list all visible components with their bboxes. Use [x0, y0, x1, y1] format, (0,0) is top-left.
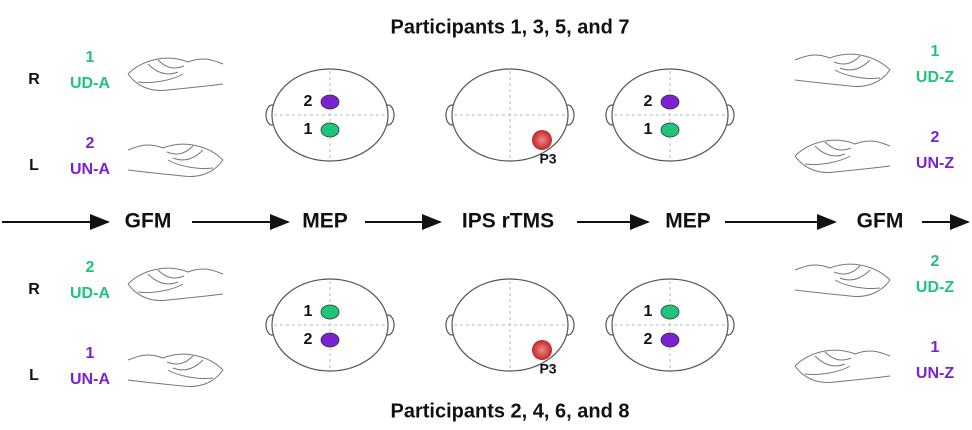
task-label: UD-A	[70, 75, 110, 92]
target-number: 1	[644, 121, 653, 138]
target-number: 2	[304, 331, 313, 348]
target-dot	[321, 305, 339, 319]
target-number: 2	[644, 93, 653, 110]
top-title: Participants 1, 3, 5, and 7	[391, 16, 630, 38]
stim-site	[532, 130, 552, 150]
flow-step: MEP	[302, 210, 348, 233]
hand-drawing	[795, 140, 890, 172]
flow-row: GFM MEP IPS rTMS MEP GFM	[2, 210, 968, 233]
diagram: Participants 1, 3, 5, and 7 Participants…	[0, 0, 972, 430]
task-label: UN-Z	[916, 155, 954, 172]
bottom-section: R 2 UD-A 2 UD-Z L 1 UN-A 1 UN-Z 1 2 1 2 P3	[28, 253, 954, 388]
hand-number: 1	[86, 345, 95, 362]
target-number: 1	[304, 121, 313, 138]
flow-step: GFM	[857, 210, 904, 233]
hand-drawing	[795, 264, 890, 296]
stim-site	[532, 340, 552, 360]
target-dot	[661, 123, 679, 137]
task-label: UD-Z	[916, 69, 954, 86]
target-number: 1	[644, 303, 653, 320]
hand-number: 2	[931, 253, 940, 270]
hand-side: L	[29, 367, 39, 384]
target-dot	[661, 333, 679, 347]
hand-number: 2	[931, 129, 940, 146]
hand-drawing	[128, 58, 223, 90]
hand-side: R	[28, 281, 40, 298]
target-number: 2	[644, 331, 653, 348]
hand-drawing	[795, 350, 890, 382]
hand-side: R	[28, 71, 40, 88]
hand-number: 1	[86, 49, 95, 66]
hand-number: 1	[931, 339, 940, 356]
hand-number: 2	[86, 259, 95, 276]
flow-step: IPS rTMS	[462, 210, 554, 233]
task-label: UN-A	[70, 371, 110, 388]
flow-step: GFM	[125, 210, 172, 233]
top-section: R 1 UD-A 1 UD-Z L 2 UN-A 2 UN-Z 2 1 2 1 P3	[28, 43, 954, 178]
target-dot	[321, 95, 339, 109]
hand-drawing	[795, 54, 890, 86]
site-label: P3	[539, 361, 556, 377]
hand-number: 1	[931, 43, 940, 60]
target-dot	[661, 305, 679, 319]
target-dot	[321, 333, 339, 347]
hand-drawing	[128, 354, 223, 386]
flow-step: MEP	[665, 210, 711, 233]
target-number: 1	[304, 303, 313, 320]
task-label: UN-A	[70, 161, 110, 178]
target-number: 2	[304, 93, 313, 110]
hand-side: L	[29, 157, 39, 174]
hand-drawing	[128, 144, 223, 176]
task-label: UD-Z	[916, 279, 954, 296]
task-label: UN-Z	[916, 365, 954, 382]
site-label: P3	[539, 151, 556, 167]
target-dot	[661, 95, 679, 109]
hand-number: 2	[86, 135, 95, 152]
bottom-title: Participants 2, 4, 6, and 8	[391, 400, 630, 422]
hand-drawing	[128, 268, 223, 300]
task-label: UD-A	[70, 285, 110, 302]
target-dot	[321, 123, 339, 137]
